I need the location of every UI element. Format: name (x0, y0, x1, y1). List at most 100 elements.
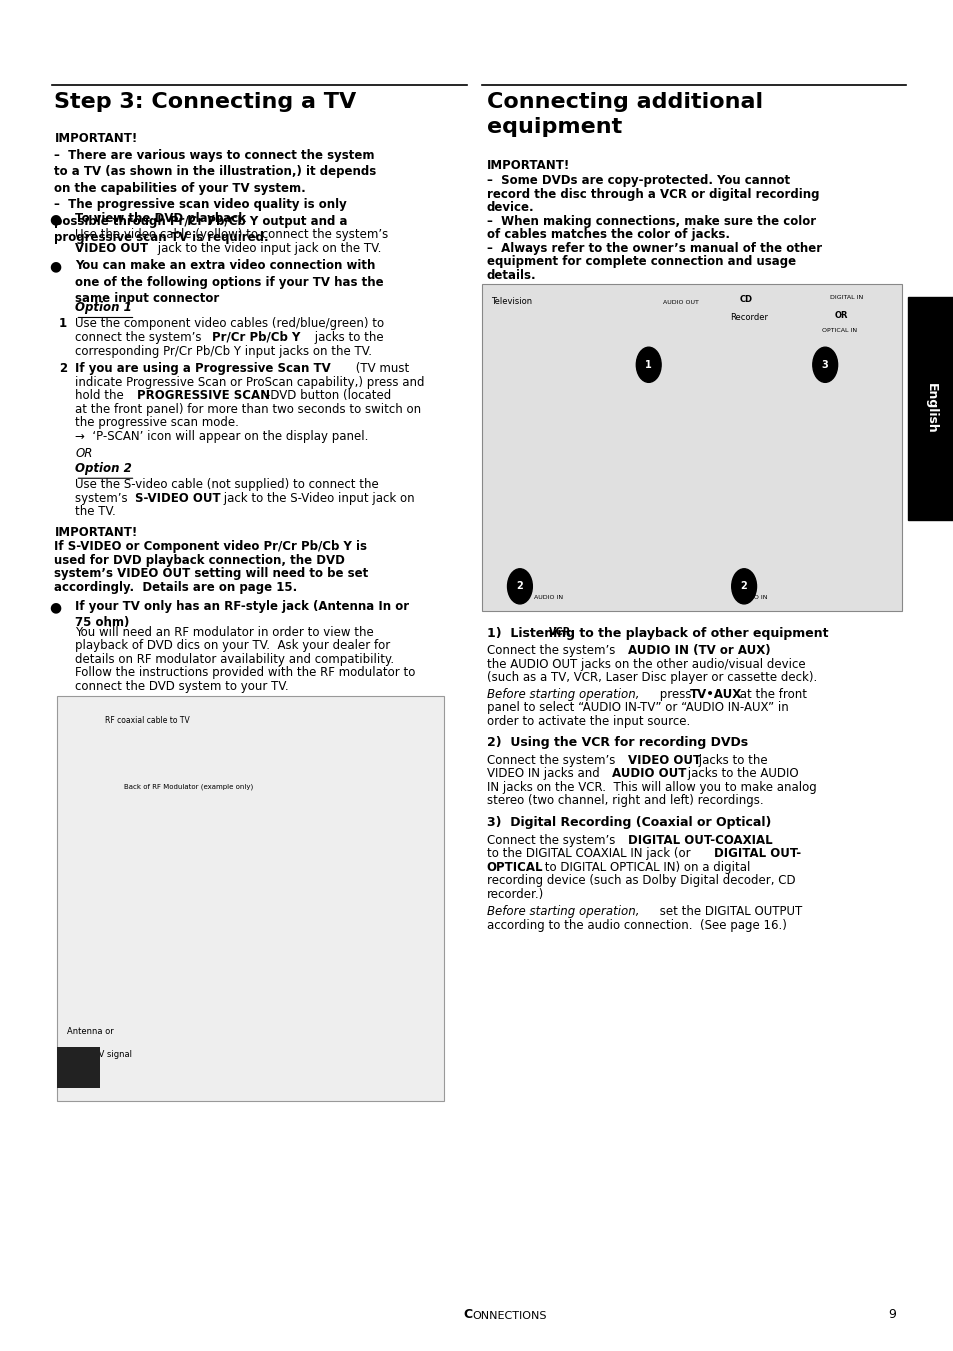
Text: RF coaxial cable to TV: RF coaxial cable to TV (105, 716, 190, 725)
Text: recorder.): recorder.) (486, 888, 543, 901)
Text: Before starting operation,: Before starting operation, (486, 905, 639, 919)
Text: 1: 1 (644, 359, 652, 370)
Text: Antenna or: Antenna or (67, 1027, 113, 1036)
Text: the TV.: the TV. (75, 505, 116, 519)
Circle shape (731, 569, 756, 604)
Text: AUDIO IN: AUDIO IN (534, 594, 563, 600)
Text: 1: 1 (59, 317, 68, 331)
Text: If you are using a Progressive Scan TV: If you are using a Progressive Scan TV (75, 362, 331, 376)
Circle shape (636, 347, 660, 382)
Text: Use the component video cables (red/blue/green) to: Use the component video cables (red/blue… (75, 317, 384, 331)
Text: panel to select “AUDIO IN-TV” or “AUDIO IN-AUX” in: panel to select “AUDIO IN-TV” or “AUDIO … (486, 701, 787, 715)
Text: ●: ● (50, 259, 62, 273)
Text: jack to the video input jack on the TV.: jack to the video input jack on the TV. (153, 242, 380, 255)
Text: 9: 9 (887, 1308, 895, 1321)
Text: ONNECTIONS: ONNECTIONS (472, 1312, 546, 1321)
Text: Use the S-video cable (not supplied) to connect the: Use the S-video cable (not supplied) to … (75, 478, 378, 492)
Text: (such as a TV, VCR, Laser Disc player or cassette deck).: (such as a TV, VCR, Laser Disc player or… (486, 671, 816, 685)
Text: OPTICAL: OPTICAL (486, 861, 542, 874)
Circle shape (507, 569, 532, 604)
Text: 2: 2 (59, 362, 68, 376)
Text: 1)  Listening to the playback of other equipment: 1) Listening to the playback of other eq… (486, 627, 827, 640)
Text: the AUDIO OUT jacks on the other audio/visual device: the AUDIO OUT jacks on the other audio/v… (486, 658, 804, 671)
Text: indicate Progressive Scan or ProScan capability,) press and: indicate Progressive Scan or ProScan cap… (75, 376, 424, 389)
Text: English: English (923, 384, 937, 434)
Text: at the front: at the front (736, 688, 806, 701)
Text: Pr/Cr Pb/Cb Y: Pr/Cr Pb/Cb Y (212, 331, 300, 345)
Text: accordingly.  Details are on page 15.: accordingly. Details are on page 15. (54, 581, 297, 594)
Text: Option 1: Option 1 (75, 301, 132, 315)
Text: →  ‘P-SCAN’ icon will appear on the display panel.: → ‘P-SCAN’ icon will appear on the displ… (75, 430, 369, 443)
Text: VIDEO OUT: VIDEO OUT (627, 754, 700, 767)
Bar (907, 297, 953, 520)
Text: record the disc through a VCR or digital recording: record the disc through a VCR or digital… (486, 188, 819, 201)
Text: S-VIDEO OUT: S-VIDEO OUT (134, 492, 220, 505)
Text: C: C (462, 1308, 472, 1321)
Text: hold the: hold the (75, 389, 128, 403)
Text: -DVD button (located: -DVD button (located (266, 389, 391, 403)
Text: at the front panel) for more than two seconds to switch on: at the front panel) for more than two se… (75, 403, 421, 416)
Text: corresponding Pr/Cr Pb/Cb Y input jacks on the TV.: corresponding Pr/Cr Pb/Cb Y input jacks … (75, 345, 372, 358)
Text: –  Some DVDs are copy-protected. You cannot: – Some DVDs are copy-protected. You cann… (486, 174, 789, 188)
Text: details.: details. (486, 269, 536, 282)
Text: Connect the system’s: Connect the system’s (486, 754, 618, 767)
Text: jacks to the AUDIO: jacks to the AUDIO (683, 767, 798, 781)
Text: VIDEO IN: VIDEO IN (739, 594, 767, 600)
Text: AUDIO IN (TV or AUX): AUDIO IN (TV or AUX) (627, 644, 770, 658)
Text: You can make an extra video connection with
one of the following options if your: You can make an extra video connection w… (75, 259, 384, 305)
Text: jacks to the: jacks to the (311, 331, 383, 345)
Text: VIDEO IN jacks and: VIDEO IN jacks and (486, 767, 602, 781)
Text: of cables matches the color of jacks.: of cables matches the color of jacks. (486, 228, 729, 242)
Text: VIDEO OUT: VIDEO OUT (75, 242, 149, 255)
Bar (57, 696, 443, 1101)
Text: Connecting additional
equipment: Connecting additional equipment (486, 92, 761, 136)
Text: Television: Television (491, 297, 532, 307)
Text: system’s: system’s (75, 492, 132, 505)
Text: press: press (656, 688, 695, 701)
Text: (TV must: (TV must (352, 362, 409, 376)
Bar (57, 1047, 100, 1088)
Text: Connect the system’s: Connect the system’s (486, 834, 618, 847)
Text: ●: ● (50, 212, 62, 226)
Text: playback of DVD dics on your TV.  Ask your dealer for: playback of DVD dics on your TV. Ask you… (75, 639, 390, 653)
Text: PROGRESSIVE SCAN: PROGRESSIVE SCAN (137, 389, 271, 403)
Circle shape (812, 347, 837, 382)
Text: recording device (such as Dolby Digital decoder, CD: recording device (such as Dolby Digital … (486, 874, 795, 888)
Text: set the DIGITAL OUTPUT: set the DIGITAL OUTPUT (656, 905, 801, 919)
Text: equipment for complete connection and usage: equipment for complete connection and us… (486, 255, 795, 269)
Text: –  When making connections, make sure the color: – When making connections, make sure the… (486, 215, 815, 228)
Text: –  There are various ways to connect the system
to a TV (as shown in the illustr: – There are various ways to connect the … (54, 149, 376, 245)
Bar (481, 284, 901, 611)
Text: If S-VIDEO or Component video Pr/Cr Pb/Cb Y is: If S-VIDEO or Component video Pr/Cr Pb/C… (54, 540, 367, 554)
Text: DIGITAL OUT-: DIGITAL OUT- (713, 847, 800, 861)
Text: Follow the instructions provided with the RF modulator to: Follow the instructions provided with th… (75, 666, 416, 680)
Text: Recorder: Recorder (729, 313, 767, 323)
Text: VCR: VCR (548, 627, 570, 636)
Text: 2)  Using the VCR for recording DVDs: 2) Using the VCR for recording DVDs (486, 736, 747, 750)
Text: used for DVD playback connection, the DVD: used for DVD playback connection, the DV… (54, 554, 345, 567)
Text: IMPORTANT!: IMPORTANT! (486, 159, 569, 173)
Text: DIGITAL IN: DIGITAL IN (829, 295, 862, 300)
Text: 3)  Digital Recording (Coaxial or Optical): 3) Digital Recording (Coaxial or Optical… (486, 816, 770, 830)
Text: Cable TV signal: Cable TV signal (67, 1050, 132, 1059)
Text: TV•AUX: TV•AUX (689, 688, 741, 701)
Text: CD: CD (739, 295, 752, 304)
Text: 2: 2 (740, 581, 747, 592)
Text: system’s VIDEO OUT setting will need to be set: system’s VIDEO OUT setting will need to … (54, 567, 368, 581)
Text: Back of RF Modulator (example only): Back of RF Modulator (example only) (124, 784, 253, 790)
Text: Use the video cable (yellow) to connect the system’s: Use the video cable (yellow) to connect … (75, 228, 388, 242)
Text: 3: 3 (821, 359, 828, 370)
Text: You will need an RF modulator in order to view the: You will need an RF modulator in order t… (75, 626, 374, 639)
Text: IMPORTANT!: IMPORTANT! (54, 132, 137, 146)
Text: OR: OR (75, 447, 92, 461)
Text: connect the DVD system to your TV.: connect the DVD system to your TV. (75, 680, 289, 693)
Text: AUDIO OUT: AUDIO OUT (612, 767, 686, 781)
Text: IMPORTANT!: IMPORTANT! (54, 526, 137, 539)
Text: jacks to the: jacks to the (694, 754, 766, 767)
Text: device.: device. (486, 201, 534, 215)
Text: To view the DVD playback: To view the DVD playback (75, 212, 246, 226)
Text: to DIGITAL OPTICAL IN) on a digital: to DIGITAL OPTICAL IN) on a digital (540, 861, 749, 874)
Text: the progressive scan mode.: the progressive scan mode. (75, 416, 239, 430)
Text: AUDIO OUT: AUDIO OUT (662, 300, 699, 305)
Text: 2: 2 (516, 581, 523, 592)
